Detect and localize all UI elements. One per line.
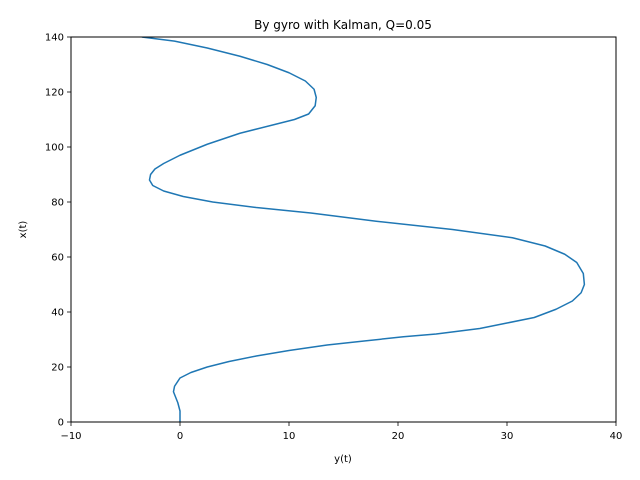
plot-area-frame bbox=[70, 36, 617, 423]
y-tick-label: 100 bbox=[45, 143, 64, 154]
y-tick-label: 120 bbox=[45, 88, 64, 99]
x-axis-label: y(t) bbox=[334, 454, 352, 465]
x-tick-label: 30 bbox=[501, 431, 514, 442]
y-tick-label: 40 bbox=[51, 308, 64, 319]
y-tick-label: 80 bbox=[51, 198, 64, 209]
x-tick-label: 0 bbox=[177, 431, 183, 442]
y-tick-label: 0 bbox=[58, 418, 64, 429]
series-line bbox=[141, 37, 586, 422]
x-axis: −10 0 10 20 30 40 bbox=[60, 422, 622, 442]
x-tick-label: 10 bbox=[283, 431, 296, 442]
chart-title: By gyro with Kalman, Q=0.05 bbox=[254, 18, 432, 32]
y-tick-label: 20 bbox=[51, 363, 64, 374]
y-axis-label: x(t) bbox=[18, 221, 29, 239]
x-tick-label: −10 bbox=[60, 431, 81, 442]
y-tick-label: 60 bbox=[51, 253, 64, 264]
y-axis: 0 20 40 60 80 100 120 140 bbox=[45, 33, 71, 429]
x-tick-label: 20 bbox=[392, 431, 405, 442]
x-tick-label: 40 bbox=[610, 431, 623, 442]
y-tick-label: 140 bbox=[45, 33, 64, 44]
